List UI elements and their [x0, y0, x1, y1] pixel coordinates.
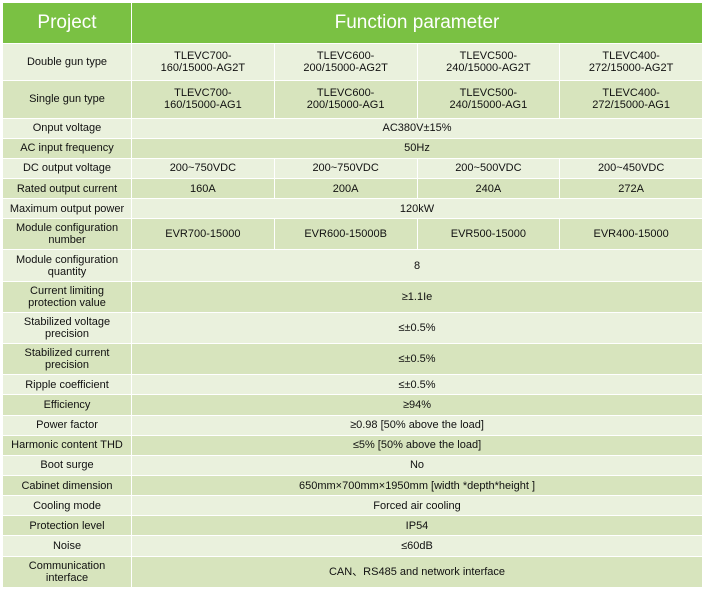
row-label: Cooling mode: [2, 495, 132, 517]
value-cell: TLEVC600- 200/15000-AG1: [273, 80, 418, 119]
value-cell: 200A: [273, 177, 418, 200]
table-row: Stabilized voltage precision ≤±0.5%: [2, 311, 703, 345]
value-cell: 200~500VDC: [416, 157, 561, 179]
value-cell: 160A: [131, 177, 275, 200]
row-label: Cabinet dimension: [2, 475, 132, 497]
table-row: DC output voltage 200~750VDC 200~750VDC 200…: [2, 157, 703, 179]
value-cell: ≥1.1Ie: [131, 280, 703, 313]
table-row: Harmonic content THD ≤5% [50% above the l…: [2, 434, 703, 456]
table-row: Onput voltage AC380V±15%: [2, 117, 703, 139]
table-row: Module configuration number EVR700-15000 EV…: [2, 218, 703, 251]
table-row: Boot surge No: [2, 454, 703, 477]
value-cell: 8: [131, 249, 703, 282]
row-label: Harmonic content THD: [2, 434, 132, 456]
table-row: Double gun type TLEVC700- 160/15000-AG2T TL…: [2, 42, 703, 82]
table-row: Current limiting protection value ≥1.1Ie: [2, 280, 703, 313]
table-row: Protection level IP54: [2, 515, 703, 537]
row-label: DC output voltage: [2, 157, 132, 179]
table-row: Cooling mode Forced air cooling: [2, 495, 703, 517]
value-cell: 200~750VDC: [131, 157, 275, 179]
row-label: Noise: [2, 535, 132, 557]
row-label: Communication interface: [2, 555, 132, 589]
row-label: Onput voltage: [2, 117, 132, 139]
value-cell: CAN、RS485 and network interface: [131, 555, 703, 589]
value-cell: IP54: [131, 515, 703, 537]
row-label: Module configuration quantity: [2, 249, 132, 282]
table-row: Rated output current 160A 200A 240A 272A: [2, 177, 703, 200]
value-cell: ≥94%: [131, 394, 703, 416]
value-cell: 240A: [416, 177, 561, 200]
spec-body: Double gun type TLEVC700- 160/15000-AG2T TL…: [2, 42, 703, 589]
value-cell: TLEVC600- 200/15000-AG2T: [273, 42, 418, 82]
row-label: Power factor: [2, 414, 132, 436]
row-label: Maximum output power: [2, 198, 132, 220]
row-label: Efficiency: [2, 394, 132, 416]
value-cell: 200~750VDC: [273, 157, 418, 179]
value-cell: TLEVC400- 272/15000-AG2T: [559, 42, 703, 82]
value-cell: ≤±0.5%: [131, 343, 703, 376]
value-cell: EVR500-15000: [416, 218, 561, 251]
value-cell: 650mm×700mm×1950mm [width *depth*height …: [131, 475, 703, 497]
value-cell: 50Hz: [131, 137, 703, 159]
project-header: Project: [2, 2, 132, 44]
table-row: Noise ≤60dB: [2, 535, 703, 557]
table-row: Ripple coefficient ≤±0.5%: [2, 374, 703, 396]
row-label: Double gun type: [2, 42, 132, 82]
value-cell: ≤±0.5%: [131, 374, 703, 396]
table-row: AC input frequency 50Hz: [2, 137, 703, 159]
value-cell: TLEVC700- 160/15000-AG2T: [131, 42, 275, 82]
table-row: Communication interface CAN、RS485 and netw…: [2, 555, 703, 589]
row-label: Protection level: [2, 515, 132, 537]
table-row: Stabilized current precision ≤±0.5%: [2, 343, 703, 376]
function-parameter-header: Function parameter: [131, 2, 703, 44]
value-cell: ≤5% [50% above the load]: [131, 434, 703, 456]
row-label: Module configuration number: [2, 218, 132, 251]
table-row: Module configuration quantity 8: [2, 249, 703, 282]
row-label: AC input frequency: [2, 137, 132, 159]
value-cell: 120kW: [131, 198, 703, 220]
value-cell: ≤±0.5%: [131, 311, 703, 345]
row-label: Boot surge: [2, 454, 132, 477]
value-cell: Forced air cooling: [131, 495, 703, 517]
table-row: Maximum output power 120kW: [2, 198, 703, 220]
value-cell: ≤60dB: [131, 535, 703, 557]
value-cell: 272A: [559, 177, 703, 200]
row-label: Current limiting protection value: [2, 280, 132, 313]
value-cell: ≥0.98 [50% above the load]: [131, 414, 703, 436]
table-row: Efficiency ≥94%: [2, 394, 703, 416]
value-cell: EVR700-15000: [131, 218, 275, 251]
value-cell: AC380V±15%: [131, 117, 703, 139]
value-cell: 200~450VDC: [559, 157, 703, 179]
row-label: Stabilized current precision: [2, 343, 132, 376]
value-cell: TLEVC500- 240/15000-AG1: [416, 80, 561, 119]
row-label: Rated output current: [2, 177, 132, 200]
value-cell: TLEVC700- 160/15000-AG1: [131, 80, 275, 119]
value-cell: No: [131, 454, 703, 477]
table-row: Cabinet dimension 650mm×700mm×1950mm [wid…: [2, 475, 703, 497]
header-row: Project Function parameter: [2, 2, 703, 44]
table-row: Power factor ≥0.98 [50% above the load]: [2, 414, 703, 436]
row-label: Stabilized voltage precision: [2, 311, 132, 345]
value-cell: EVR400-15000: [559, 218, 703, 251]
value-cell: EVR600-15000B: [273, 218, 418, 251]
row-label: Ripple coefficient: [2, 374, 132, 396]
value-cell: TLEVC400- 272/15000-AG1: [559, 80, 703, 119]
value-cell: TLEVC500- 240/15000-AG2T: [416, 42, 561, 82]
row-label: Single gun type: [2, 80, 132, 119]
table-row: Single gun type TLEVC700- 160/15000-AG1 TLE…: [2, 80, 703, 119]
